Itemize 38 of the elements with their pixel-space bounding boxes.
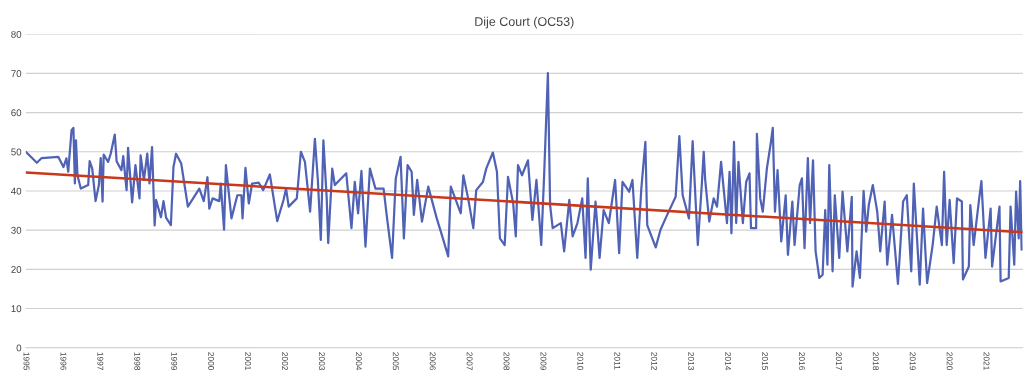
x-tick-label: 2014	[725, 352, 732, 371]
y-tick-label: 50	[11, 148, 22, 156]
x-tick-label: 2011	[614, 352, 621, 370]
x-tick-label: 2009	[540, 352, 547, 371]
x-tick-label: 2006	[429, 352, 436, 371]
y-tick-label: 0	[16, 344, 22, 352]
x-tick-label: 2017	[835, 352, 842, 370]
x-tick-label: 2004	[355, 352, 362, 371]
y-tick-label: 80	[11, 30, 22, 38]
x-tick-label: 2003	[318, 352, 325, 371]
x-tick-label: 1997	[97, 352, 104, 370]
x-tick-label: 2005	[392, 352, 399, 371]
x-tick-label: 2000	[208, 352, 215, 371]
x-tick-label: 2016	[798, 352, 805, 371]
y-tick-label: 20	[11, 266, 22, 273]
x-tick-label: 1999	[171, 352, 178, 371]
x-tick-label: 2008	[503, 352, 510, 371]
x-tick-label: 2007	[466, 352, 473, 370]
y-tick-label: 40	[11, 187, 22, 195]
line-series	[25, 71, 1023, 288]
x-tick-label: 2018	[872, 352, 879, 371]
x-tick-label: 2019	[909, 352, 916, 371]
x-tick-label: 2002	[282, 352, 288, 370]
x-tick-label: 2020	[946, 352, 953, 371]
y-tick-label: 70	[11, 70, 22, 78]
y-tick-label: 60	[11, 109, 22, 117]
y-tick-label: 10	[11, 305, 22, 313]
x-tick-label: 1995	[23, 352, 30, 371]
x-tick-label: 2013	[688, 352, 695, 371]
x-tick-label: 2010	[577, 352, 584, 371]
x-tick-label: 1996	[60, 352, 67, 371]
x-tick-label: 2012	[651, 352, 658, 370]
x-tick-label: 2021	[983, 352, 990, 370]
y-tick-label: 30	[11, 226, 22, 234]
x-tick-label: 2015	[762, 352, 768, 371]
x-tick-label: 2001	[245, 352, 251, 370]
x-tick-label: 1998	[134, 352, 141, 371]
chart-title: Dije Court (OC53)	[475, 16, 574, 29]
